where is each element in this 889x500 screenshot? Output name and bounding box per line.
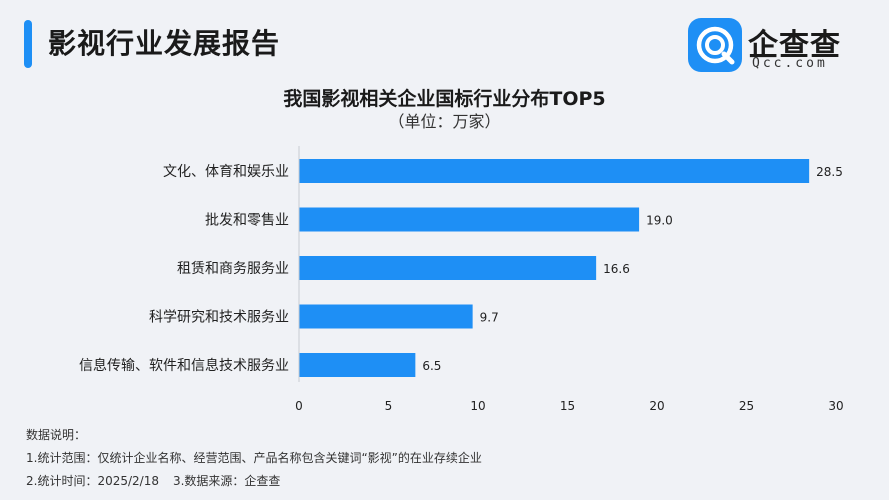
x-tick-label: 30 (828, 399, 843, 413)
header: 影视行业发展报告 企查查 Qcc.com (0, 0, 889, 80)
bar (299, 208, 639, 232)
title-accent-bar (24, 20, 32, 68)
category-label: 文化、体育和娱乐业 (163, 164, 289, 180)
value-label: 9.7 (480, 311, 499, 325)
report-title: 影视行业发展报告 (48, 22, 280, 62)
category-label: 信息传输、软件和信息技术服务业 (79, 357, 289, 374)
chart-title: 我国影视相关企业国标行业分布TOP5 (0, 84, 889, 111)
bar (299, 353, 415, 377)
notes-source: 3.数据来源：企查查 (173, 474, 280, 488)
value-label: 28.5 (816, 165, 843, 179)
value-label: 16.6 (603, 262, 630, 276)
notes-stat-time: 2.统计时间：2025/2/18 (26, 474, 159, 488)
notes-line-time-source: 2.统计时间：2025/2/18 3.数据来源：企查查 (26, 470, 482, 493)
qcc-logo-icon (688, 18, 742, 72)
qcc-logo: 企查查 Qcc.com (688, 18, 868, 74)
x-tick-label: 0 (295, 399, 303, 413)
notes-line-scope: 1.统计范围：仅统计企业名称、经营范围、产品名称包含关键词“影视”的在业存续企业 (26, 447, 482, 470)
x-tick-label: 20 (649, 399, 664, 413)
bar (299, 256, 596, 280)
notes-heading: 数据说明： (26, 424, 482, 447)
category-label: 科学研究和技术服务业 (149, 310, 289, 326)
chart-subtitle: （单位：万家） (0, 108, 889, 132)
x-tick-label: 15 (560, 399, 575, 413)
value-label: 6.5 (422, 359, 441, 373)
category-label: 批发和零售业 (205, 213, 289, 229)
logo-subtext: Qcc.com (752, 56, 828, 71)
x-tick-label: 10 (470, 399, 485, 413)
x-tick-label: 5 (385, 399, 393, 413)
bar (299, 305, 473, 329)
x-tick-label: 25 (739, 399, 754, 413)
bar (299, 159, 809, 183)
bar-chart: 文化、体育和娱乐业 28.5 批发和零售业 19.0 租赁和商务服务业 16.6 科学研究和… (0, 140, 889, 420)
category-label: 租赁和商务服务业 (177, 261, 289, 277)
data-notes: 数据说明： 1.统计范围：仅统计企业名称、经营范围、产品名称包含关键词“影视”的… (26, 424, 482, 493)
value-label: 19.0 (646, 214, 673, 228)
